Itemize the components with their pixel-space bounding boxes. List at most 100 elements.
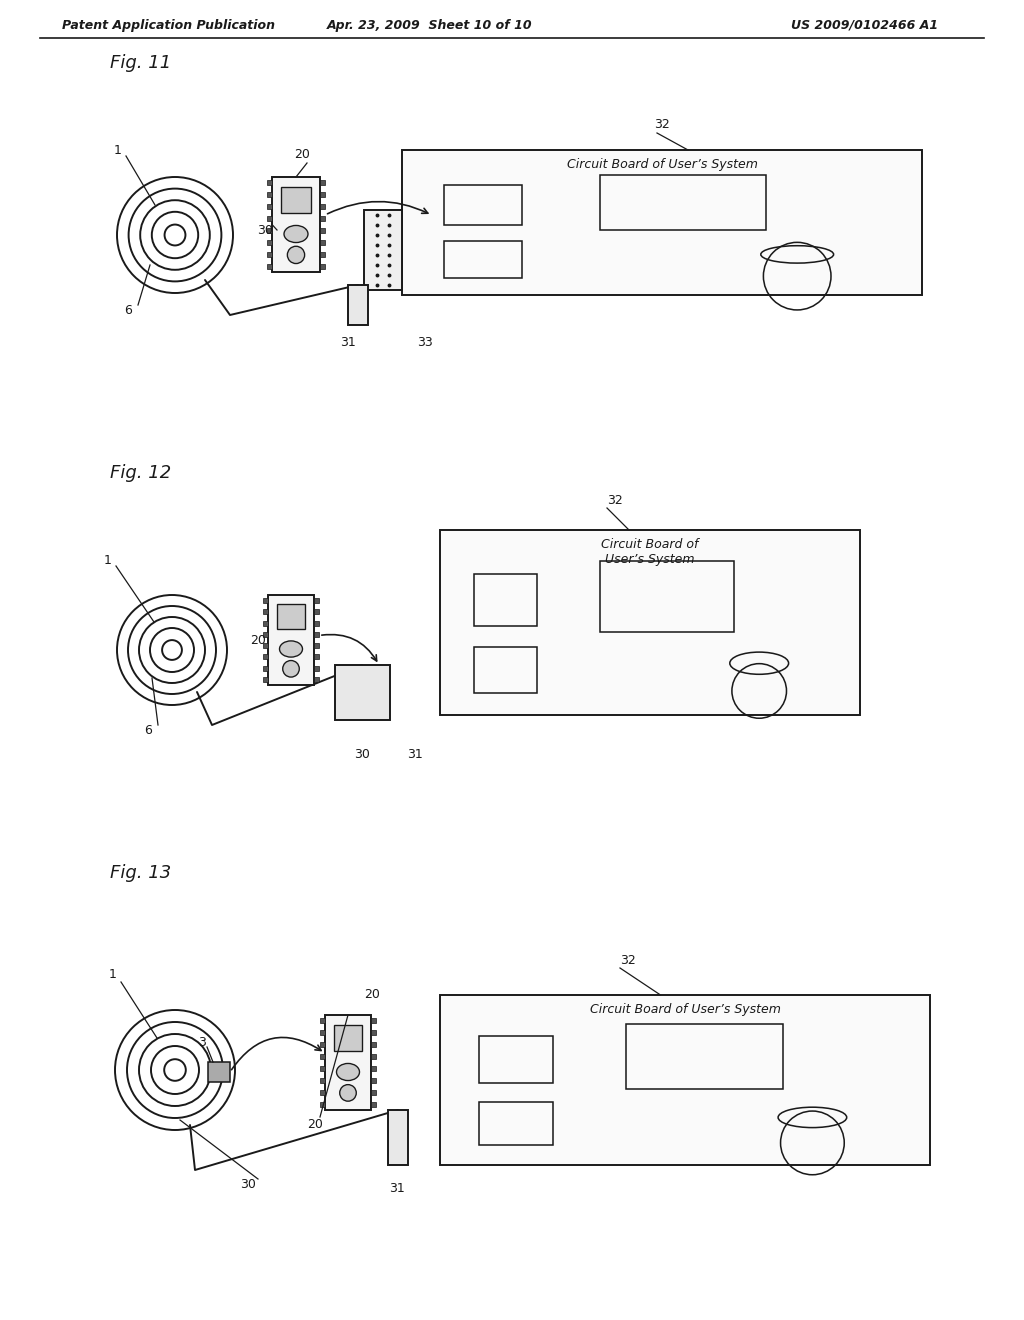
Text: 31: 31 [408,748,423,762]
Text: 20: 20 [307,1118,323,1131]
Bar [267,216,272,220]
Bar [267,181,272,185]
Bar [443,242,521,277]
Bar [600,174,766,230]
Text: 1: 1 [114,144,122,157]
Bar [440,995,930,1166]
Text: 20: 20 [365,989,380,1002]
Text: Fig. 11: Fig. 11 [110,54,171,73]
Bar [319,1078,325,1082]
Bar [319,1067,325,1071]
Bar [443,185,521,226]
Text: 32: 32 [607,494,623,507]
Bar [364,210,402,290]
Bar [314,632,319,636]
Bar [335,665,390,719]
Circle shape [340,1085,356,1101]
Bar [479,1102,553,1144]
Bar [371,1067,376,1071]
Bar [319,240,325,244]
Bar [319,1019,325,1023]
Bar [263,598,268,603]
Text: US 2009/0102466 A1: US 2009/0102466 A1 [792,18,939,32]
Text: 30: 30 [257,223,273,236]
Text: 1: 1 [110,969,117,982]
Text: 1: 1 [104,553,112,566]
Bar [267,252,272,256]
Bar [319,193,325,197]
Bar [314,620,319,626]
Bar [319,1031,325,1035]
Ellipse shape [337,1064,359,1081]
Bar [319,205,325,209]
Circle shape [164,1059,185,1081]
Bar [276,605,305,630]
Bar [314,598,319,603]
Bar [319,181,325,185]
Text: Circuit Board of
User’s System: Circuit Board of User’s System [601,539,698,566]
Text: 6: 6 [124,304,132,317]
Bar [314,655,319,660]
Bar [263,655,268,660]
Bar [348,285,368,325]
Text: 30: 30 [354,748,370,762]
Text: 3: 3 [198,1035,206,1048]
Text: Fig. 12: Fig. 12 [110,465,171,482]
Bar [314,665,319,671]
Bar [388,1110,408,1166]
Bar [267,264,272,268]
Text: Apr. 23, 2009  Sheet 10 of 10: Apr. 23, 2009 Sheet 10 of 10 [328,18,532,32]
Bar [263,610,268,614]
Bar [600,561,734,632]
Bar [263,632,268,636]
Text: 30: 30 [240,1179,256,1192]
Bar [319,228,325,232]
Text: Circuit Board of User’s System: Circuit Board of User’s System [590,1003,780,1016]
Bar [371,1043,376,1047]
Text: 31: 31 [389,1181,404,1195]
Bar [473,647,537,693]
Circle shape [162,640,182,660]
Bar [371,1102,376,1106]
Bar [263,677,268,682]
Bar [319,1055,325,1059]
Bar [440,531,860,715]
Ellipse shape [284,226,308,243]
Bar [473,574,537,626]
Bar [319,1102,325,1106]
Bar [371,1019,376,1023]
Bar [325,1015,371,1110]
Text: 32: 32 [621,953,636,966]
Bar [263,620,268,626]
Circle shape [165,224,185,246]
Bar [282,186,311,213]
Bar [208,1063,230,1082]
Bar [319,1043,325,1047]
Bar [627,1024,783,1089]
Bar [268,595,314,685]
Bar [371,1090,376,1094]
Bar [267,205,272,209]
Bar [267,228,272,232]
Text: 20: 20 [294,149,310,161]
Text: 32: 32 [654,119,670,132]
Bar [314,643,319,648]
Bar [319,216,325,220]
Circle shape [288,247,305,264]
Text: Patent Application Publication: Patent Application Publication [62,18,275,32]
Text: 20: 20 [250,634,266,647]
Bar [371,1031,376,1035]
Text: 6: 6 [144,723,152,737]
Bar [267,193,272,197]
Bar [267,240,272,244]
Bar [371,1055,376,1059]
Bar [319,1090,325,1094]
Circle shape [283,660,299,677]
Bar [319,252,325,256]
Bar [314,610,319,614]
Bar [402,150,922,294]
Bar [479,1036,553,1084]
Bar [334,1024,362,1051]
Text: 31: 31 [340,337,356,350]
Text: 33: 33 [417,337,433,350]
